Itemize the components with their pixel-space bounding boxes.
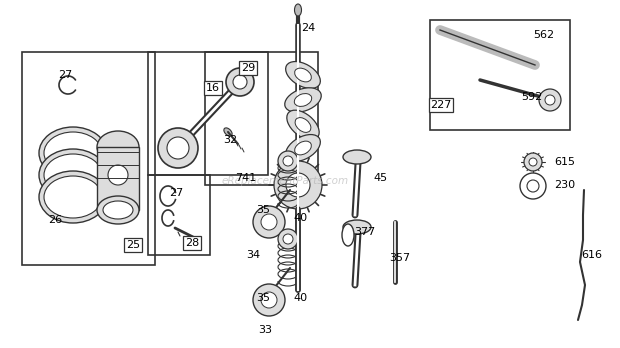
Ellipse shape [286, 135, 321, 161]
Bar [97, 147, 139, 210]
Text: 357: 357 [389, 253, 410, 263]
Text: 29: 29 [241, 63, 255, 73]
Text: 377: 377 [355, 227, 376, 237]
Ellipse shape [97, 196, 139, 224]
Ellipse shape [287, 110, 319, 140]
Text: 592: 592 [521, 92, 542, 102]
Text: 28: 28 [185, 238, 199, 248]
Ellipse shape [286, 62, 321, 88]
Ellipse shape [224, 128, 232, 136]
Ellipse shape [39, 127, 107, 179]
Ellipse shape [44, 176, 102, 218]
Circle shape [253, 206, 285, 238]
Text: 562: 562 [533, 30, 554, 40]
Circle shape [274, 161, 322, 209]
Ellipse shape [97, 131, 139, 163]
Ellipse shape [294, 68, 311, 82]
Text: 25: 25 [126, 240, 140, 250]
Bar [430, 20, 570, 130]
Ellipse shape [294, 94, 312, 106]
Circle shape [283, 234, 293, 244]
Bar [22, 52, 155, 265]
Ellipse shape [285, 88, 321, 112]
Circle shape [233, 75, 247, 89]
Ellipse shape [294, 141, 311, 155]
Text: 33: 33 [258, 325, 272, 335]
Bar [205, 52, 318, 185]
Text: 40: 40 [293, 213, 307, 223]
Circle shape [278, 229, 298, 249]
Circle shape [527, 180, 539, 192]
Circle shape [283, 156, 293, 166]
Circle shape [158, 128, 198, 168]
Text: 16: 16 [206, 83, 220, 93]
Circle shape [520, 173, 546, 199]
Text: eReplacementParts.com: eReplacementParts.com [221, 176, 349, 186]
Ellipse shape [294, 4, 301, 16]
Circle shape [261, 292, 277, 308]
Text: 24: 24 [301, 23, 315, 33]
Ellipse shape [343, 220, 371, 234]
Text: 27: 27 [58, 70, 72, 80]
Ellipse shape [343, 150, 371, 164]
Ellipse shape [39, 171, 107, 223]
Ellipse shape [44, 132, 102, 174]
Text: 35: 35 [256, 293, 270, 303]
Bar [148, 175, 210, 255]
Text: 45: 45 [373, 173, 387, 183]
Circle shape [529, 158, 537, 166]
Circle shape [108, 165, 128, 185]
Circle shape [261, 214, 277, 230]
Circle shape [253, 284, 285, 316]
Circle shape [226, 68, 254, 96]
Circle shape [539, 89, 561, 111]
Circle shape [545, 95, 555, 105]
Circle shape [278, 151, 298, 171]
Text: 615: 615 [554, 157, 575, 167]
Bar [148, 52, 268, 175]
Text: 32: 32 [223, 135, 237, 145]
Circle shape [286, 173, 310, 197]
Text: 34: 34 [246, 250, 260, 260]
Text: 616: 616 [582, 250, 603, 260]
Text: 741: 741 [236, 173, 257, 183]
Ellipse shape [44, 154, 102, 196]
Text: 27: 27 [169, 188, 183, 198]
Text: 227: 227 [430, 100, 452, 110]
Text: 40: 40 [293, 293, 307, 303]
Ellipse shape [342, 224, 354, 246]
Text: 230: 230 [554, 180, 575, 190]
Ellipse shape [295, 118, 311, 132]
Circle shape [524, 153, 542, 171]
Ellipse shape [39, 149, 107, 201]
Ellipse shape [103, 201, 133, 219]
Text: 35: 35 [256, 205, 270, 215]
Circle shape [167, 137, 189, 159]
Text: 26: 26 [48, 215, 62, 225]
